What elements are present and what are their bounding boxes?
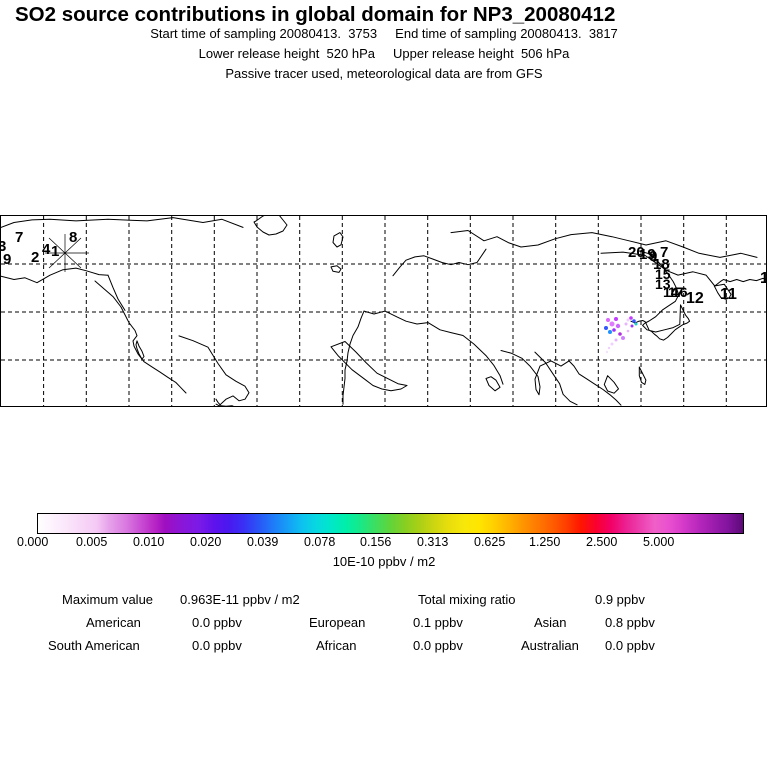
- svg-text:2: 2: [31, 249, 39, 266]
- svg-text:11: 11: [720, 286, 737, 303]
- svg-text:4: 4: [42, 241, 51, 258]
- svg-text:7: 7: [15, 229, 23, 246]
- svg-text:10: 10: [760, 270, 767, 287]
- svg-text:12: 12: [686, 290, 704, 307]
- svg-text:9: 9: [3, 251, 11, 268]
- svg-text:8: 8: [69, 229, 77, 246]
- svg-text:1: 1: [51, 243, 59, 260]
